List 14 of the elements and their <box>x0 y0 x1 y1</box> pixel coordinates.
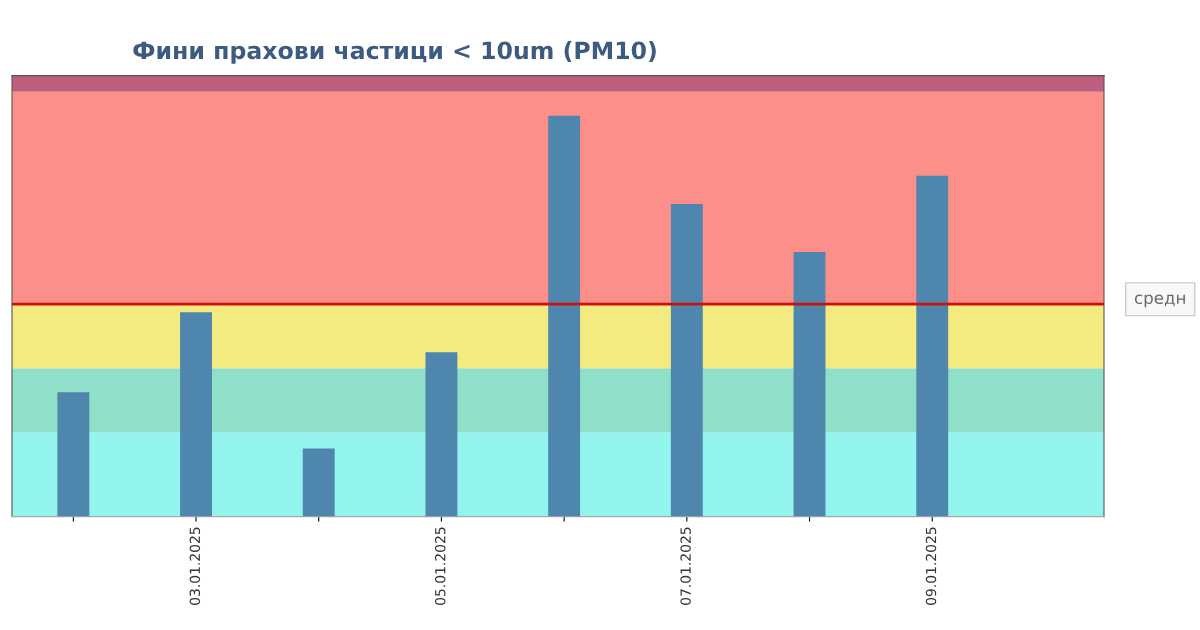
x-tick-label: 03.01.2025 <box>189 527 201 605</box>
x-tick-label: 07.01.2025 <box>680 527 691 605</box>
bar <box>425 352 458 517</box>
x-tick-label: 05.01.2025 <box>434 527 446 605</box>
bar <box>302 448 335 517</box>
text: средн <box>1134 294 1185 308</box>
bar <box>180 312 212 517</box>
chart-title: Фини прахови частици < 10um (PM10) <box>133 41 656 64</box>
bar <box>548 115 581 517</box>
x-tick-label: 09.01.2025 <box>925 527 937 605</box>
bar <box>57 392 90 517</box>
bar <box>793 252 826 517</box>
bar <box>670 203 703 517</box>
bar <box>916 175 949 517</box>
